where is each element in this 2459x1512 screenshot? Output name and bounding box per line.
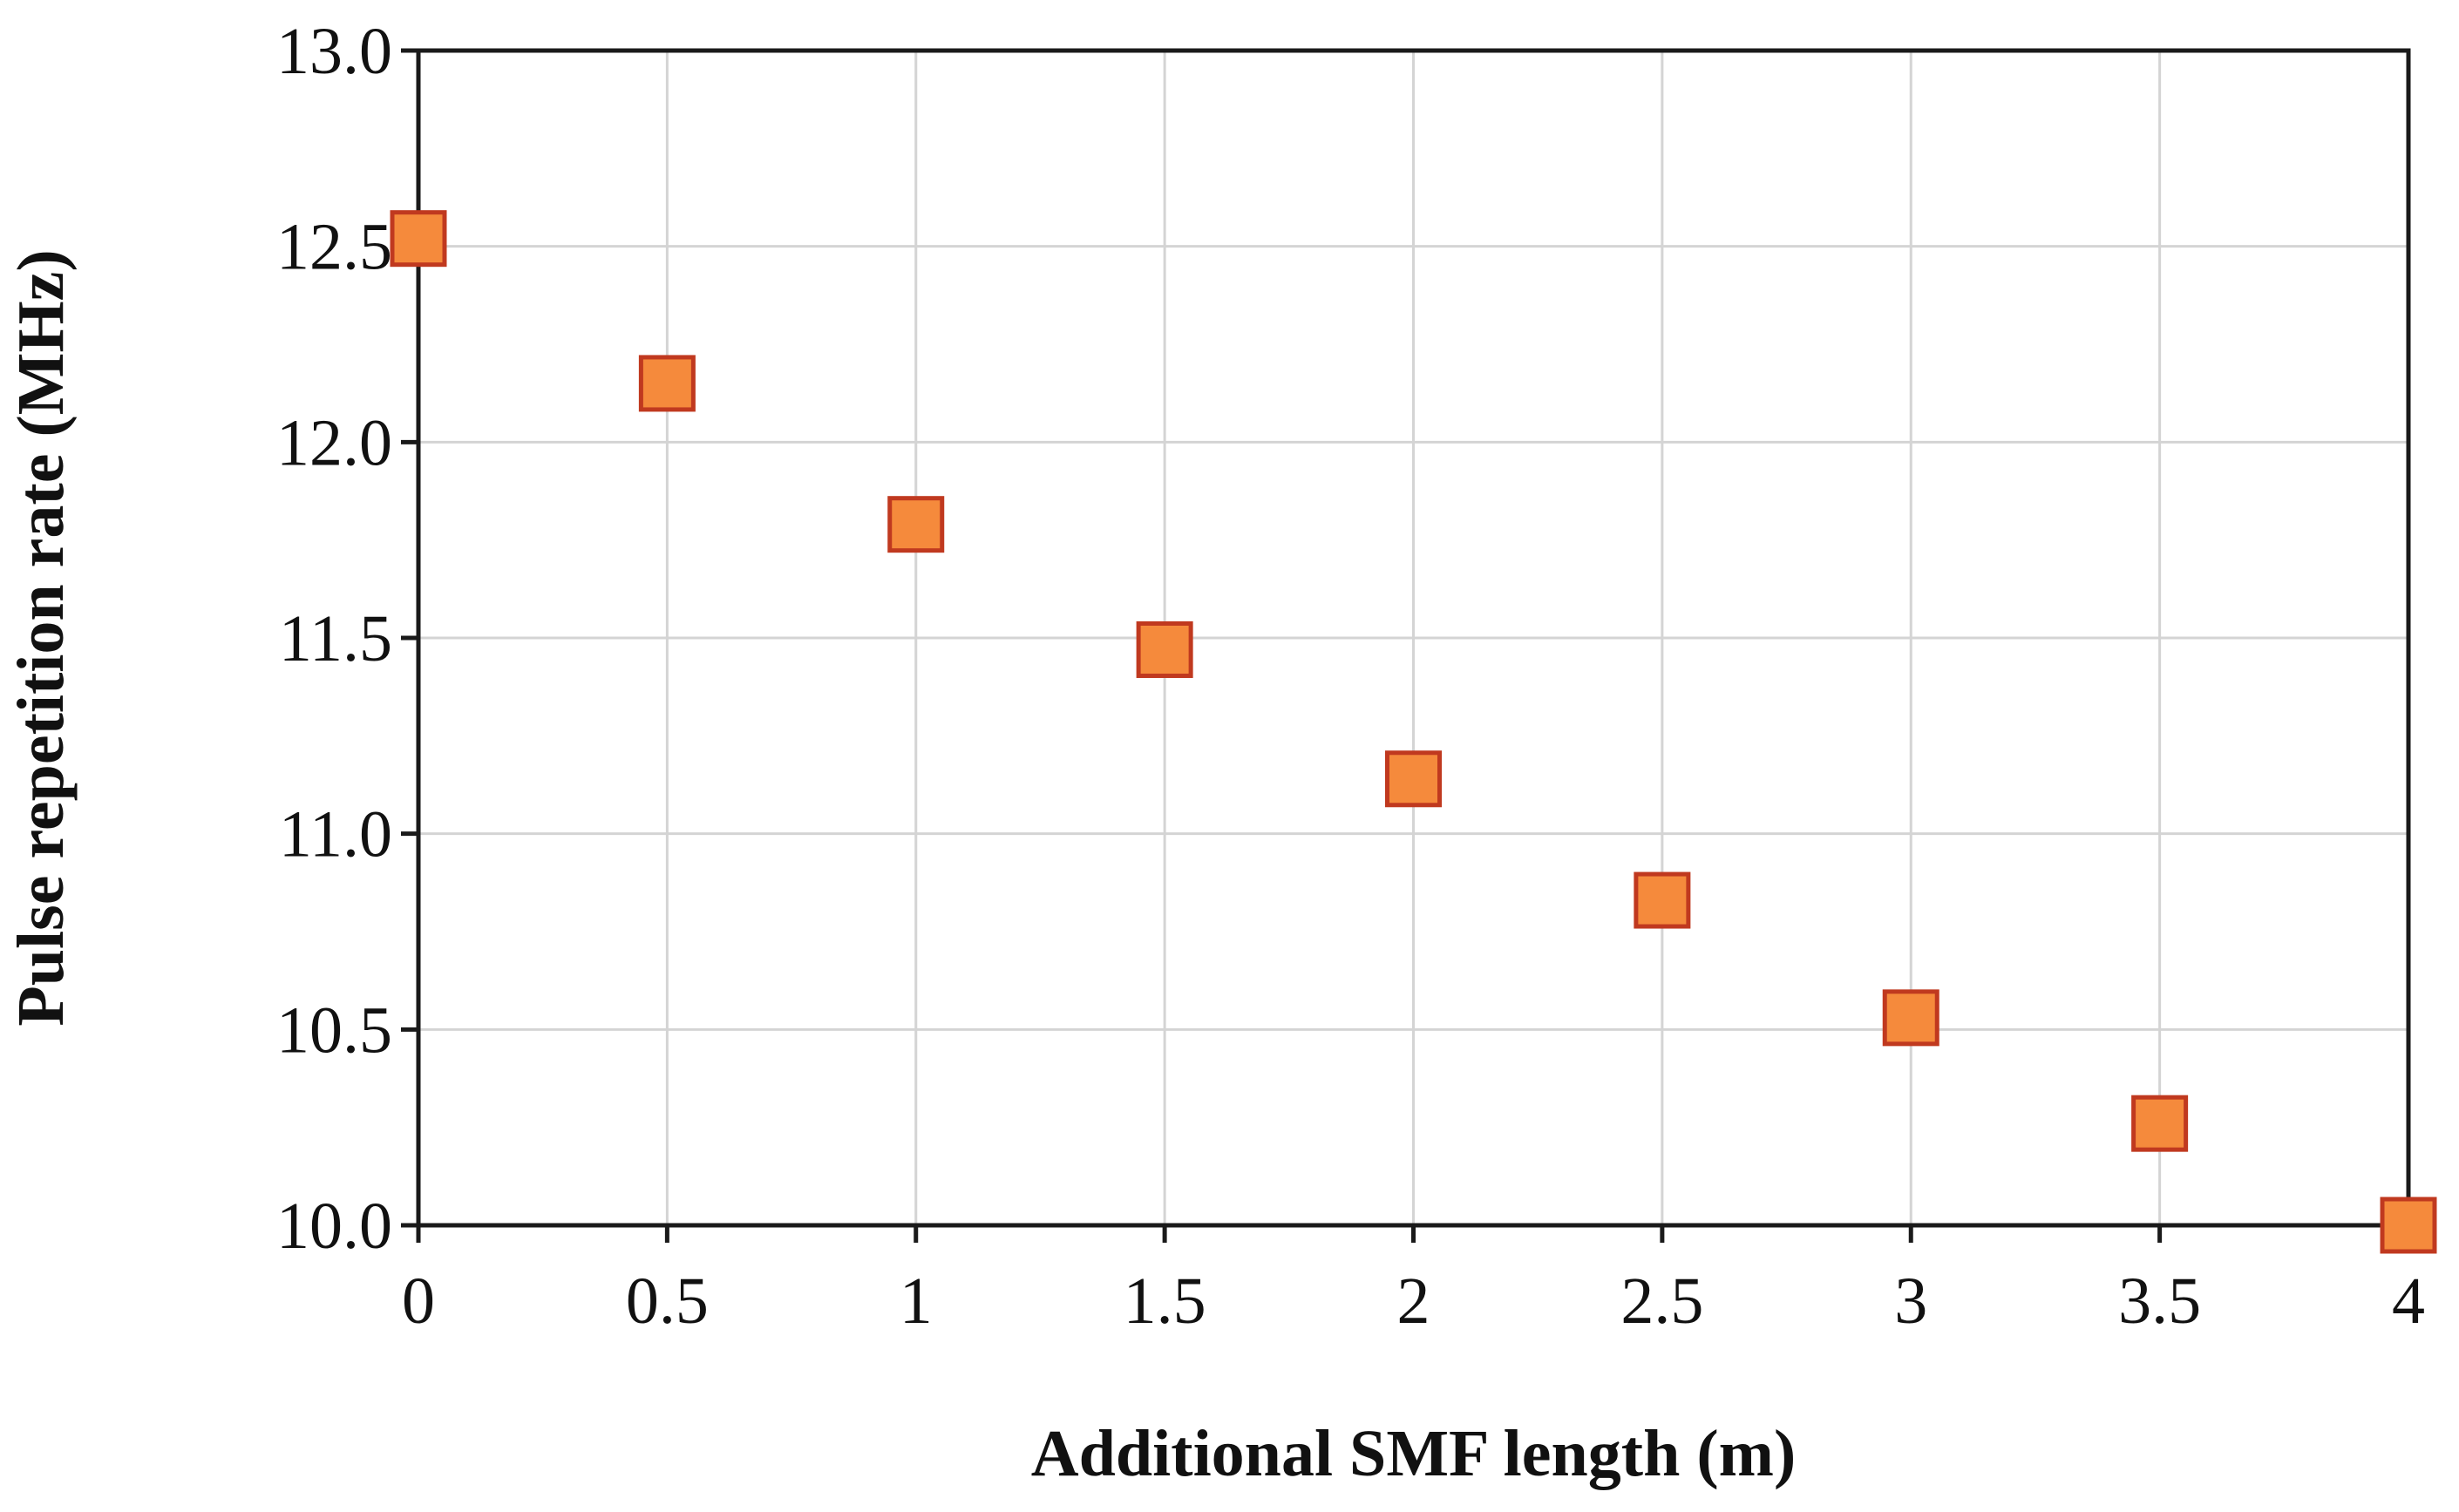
x-tick-label: 1	[900, 1265, 933, 1338]
data-point-square	[1136, 620, 1193, 678]
data-point-square	[887, 496, 945, 553]
x-axis-ticks: 0 0.5 1 1.5 2 2.5 3 3.5 4	[402, 1225, 2425, 1338]
x-tick-label: 2.5	[1620, 1265, 1703, 1338]
data-point-square	[1385, 750, 1442, 808]
data-points	[390, 210, 2437, 1254]
y-tick-label: 12.0	[276, 406, 392, 479]
x-tick-label: 2	[1397, 1265, 1430, 1338]
y-tick-label: 10.5	[276, 993, 392, 1067]
data-point-square	[1882, 989, 1939, 1047]
y-tick-label: 12.5	[276, 211, 392, 284]
x-tick-label: 1.5	[1124, 1265, 1206, 1338]
y-tick-label: 11.0	[279, 798, 392, 871]
x-tick-label: 3.5	[2118, 1265, 2201, 1338]
x-tick-label: 0	[402, 1265, 435, 1338]
data-point-square	[2131, 1095, 2189, 1152]
data-point-square	[2380, 1197, 2437, 1254]
y-tick-label: 13.0	[276, 15, 392, 88]
y-tick-label: 10.0	[276, 1190, 392, 1263]
data-point-square	[638, 355, 696, 412]
y-axis-title: Pulse repetition rate (MHz)	[4, 249, 78, 1026]
data-point-square	[1634, 871, 1691, 929]
y-tick-label: 11.5	[279, 602, 392, 675]
x-tick-label: 3	[1894, 1265, 1927, 1338]
x-tick-label: 0.5	[626, 1265, 709, 1338]
x-tick-label: 4	[2392, 1265, 2425, 1338]
x-axis-title: Additional SMF length (m)	[1031, 1417, 1797, 1490]
data-point-square	[390, 210, 447, 268]
y-axis-ticks: 10.0 10.5 11.0 11.5 12.0 12.5 13.0	[276, 15, 418, 1263]
